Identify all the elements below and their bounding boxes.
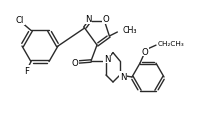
Text: N: N bbox=[85, 15, 92, 24]
Text: CH₂CH₃: CH₂CH₃ bbox=[158, 41, 185, 47]
Text: O: O bbox=[102, 15, 109, 24]
Text: F: F bbox=[24, 66, 29, 75]
Text: N: N bbox=[120, 72, 126, 81]
Text: CH₃: CH₃ bbox=[122, 25, 137, 34]
Text: Cl: Cl bbox=[16, 16, 24, 25]
Text: O: O bbox=[142, 47, 148, 56]
Text: O: O bbox=[72, 58, 78, 67]
Text: N: N bbox=[104, 54, 110, 63]
